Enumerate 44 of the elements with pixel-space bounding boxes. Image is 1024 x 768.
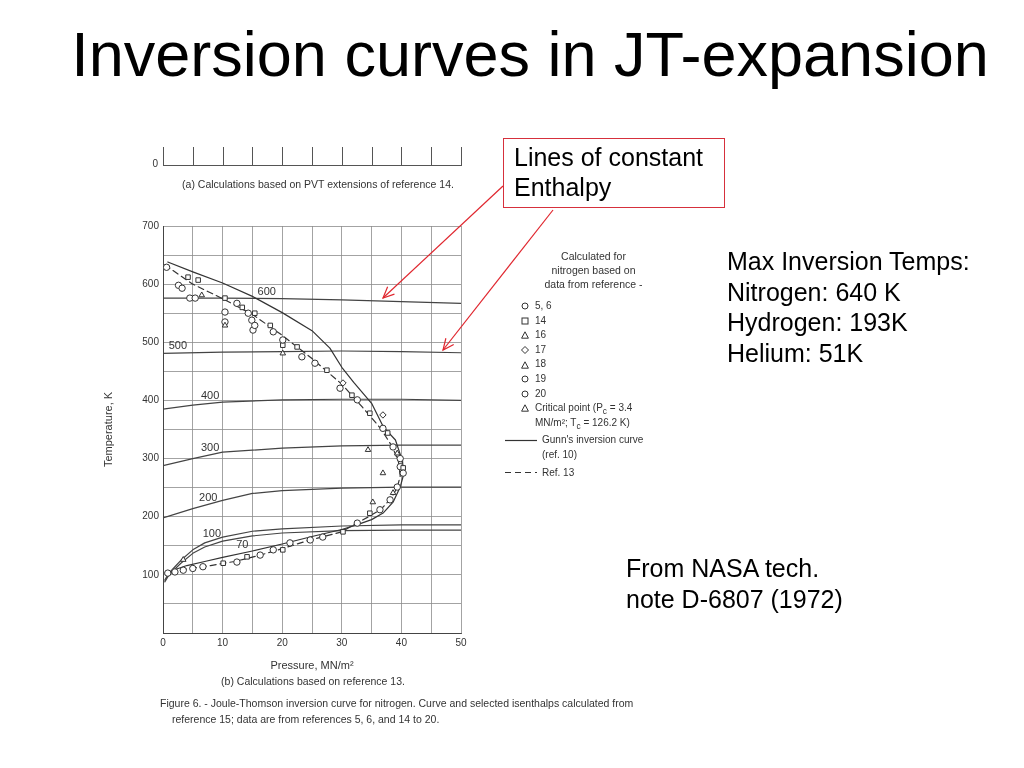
text: Helium: 51K (727, 338, 865, 368)
x-tick-label: 20 (276, 636, 289, 648)
legend-label: 20 (535, 386, 548, 401)
legend-label: 19 (535, 371, 548, 386)
annotation: 300 (200, 441, 220, 454)
y-tick-label: 400 (142, 394, 160, 406)
text: Nitrogen: 640 K (727, 277, 902, 307)
text: Critical point (P$_{c}$ = 3.4 MN/m²; T$_{c}$ = 126.2 K) (535, 402, 633, 431)
text: From NASA tech. note D-6807 (1972) (626, 553, 844, 615)
x-axis-title: Pressure, MN/m² (270, 659, 354, 672)
x-tick-label: 10 (217, 636, 229, 648)
x-tick-label: 30 (336, 636, 348, 648)
annotation: 500 (168, 338, 188, 351)
annotation: 100 (202, 526, 222, 539)
y-tick-label: 300 (142, 452, 160, 464)
legend-label: 5, 6 (535, 299, 553, 313)
x-tick-label: 40 (395, 636, 408, 648)
annotation: 200 (199, 490, 218, 503)
y-tick-label: 100 (142, 568, 160, 580)
y-tick-label: 600 (142, 277, 160, 289)
text: Hydrogen: 193K (727, 307, 909, 337)
x-tick-label: 50 (455, 636, 467, 648)
y-tick-label: 700 (142, 219, 160, 231)
annotation: 70 (236, 537, 249, 550)
legend-label: 14 (535, 313, 548, 328)
annotation: 400 (200, 389, 220, 402)
legend-label: Ref. 13 (542, 465, 576, 480)
caption: Figure 6. - Joule-Thomson inversion curve for nitrogen. Curve and selected isenthalps calculated from reference 15; data are from references 5, 6, and 14 to 20. (160, 696, 635, 727)
x-tick-label: 0 (160, 636, 167, 648)
legend-label: 18 (535, 357, 548, 372)
legend-label: Gunn's inversion curve (ref. 10) (542, 433, 645, 462)
legend-label: 17 (535, 342, 548, 357)
text: 0 (151, 158, 158, 169)
y-tick-label: 500 (142, 336, 160, 348)
text: (a) Calculations based on PVT extensions of reference 14. (181, 178, 455, 190)
y-tick-label: 200 (142, 510, 160, 522)
text: Lines of constant Enthalpy (514, 142, 704, 202)
chart-title: Inversion curves in JT-expansion (70, 18, 990, 91)
text: (b) Calculations based on reference 13. (220, 675, 406, 687)
annotation: 600 (257, 284, 276, 297)
legend-title: Calculated for nitrogen based on data from reference - (543, 249, 644, 291)
legend-label: 16 (535, 328, 548, 343)
y-axis-title: Temperature, K (101, 391, 114, 468)
text: Max Inversion Temps: (727, 246, 971, 276)
